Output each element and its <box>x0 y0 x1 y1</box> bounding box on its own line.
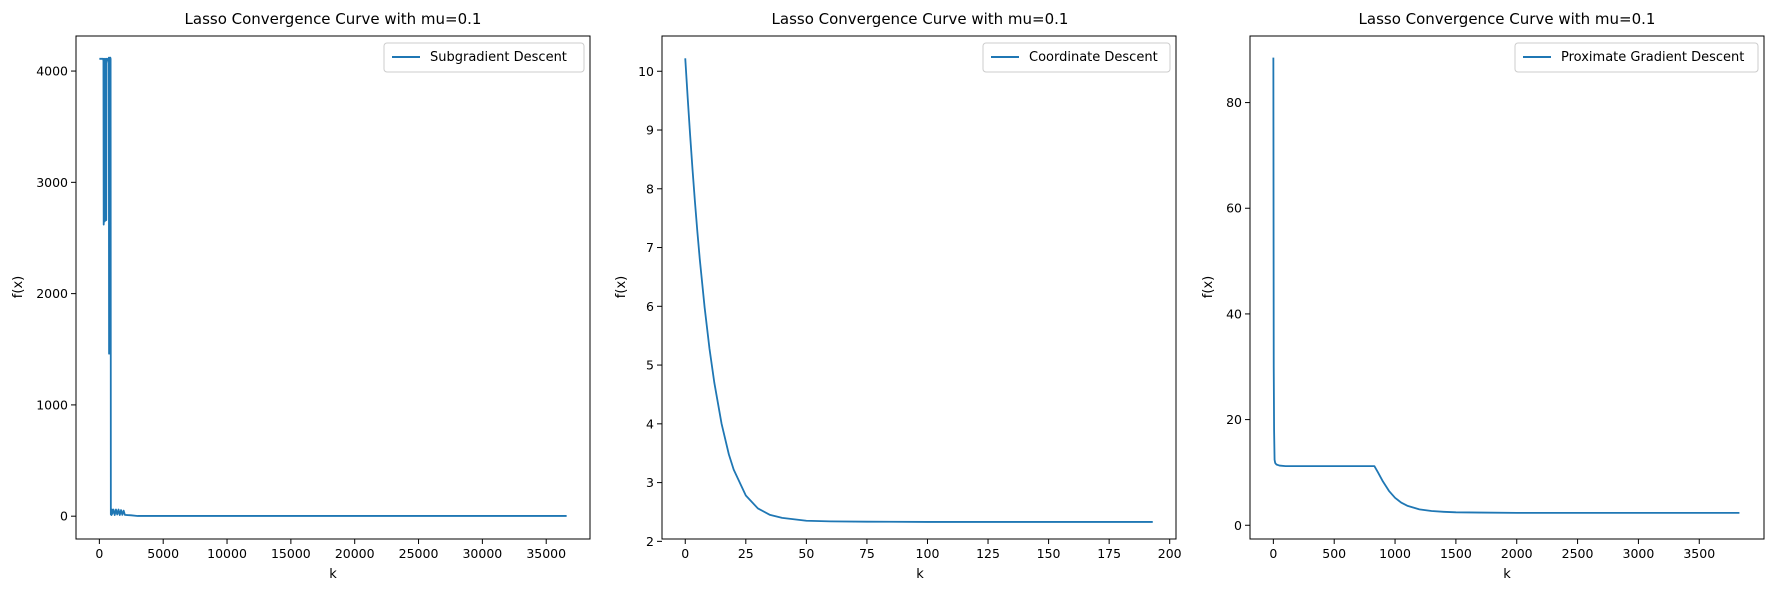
legend-label: Proximate Gradient Descent <box>1561 50 1744 65</box>
x-tick-label: 200 <box>1158 546 1182 561</box>
series-lines <box>1272 57 1740 514</box>
x-tick-label: 175 <box>1097 546 1121 561</box>
y-tick-label: 9 <box>646 123 654 138</box>
y-axis-label: f(x) <box>1201 276 1216 298</box>
chart-title: Lasso Convergence Curve with mu=0.1 <box>185 10 482 28</box>
y-tick-label: 80 <box>1226 95 1242 110</box>
x-axis-label: k <box>1503 567 1511 582</box>
x-tick-label: 20000 <box>335 546 375 561</box>
x-tick-label: 1000 <box>1379 546 1411 561</box>
legend-box <box>1514 42 1759 73</box>
series-lines <box>684 58 1153 523</box>
y-tick-label: 4000 <box>36 64 68 79</box>
legend-label: Coordinate Descent <box>1029 50 1158 65</box>
x-axis: 0 5000 10000 15000 20000 25000 30000 35000 <box>95 539 566 561</box>
series-line <box>99 56 567 517</box>
series-line <box>684 58 1153 523</box>
y-tick-label: 0 <box>60 509 68 524</box>
y-tick-label: 4 <box>646 416 654 431</box>
legend-box <box>982 42 1171 73</box>
legend-box <box>383 42 585 73</box>
series-lines <box>99 56 567 517</box>
x-tick-label: 0 <box>1269 546 1277 561</box>
x-tick-label: 75 <box>859 546 875 561</box>
panel-coordinate: Lasso Convergence Curve with mu=0.1 0 25 5… <box>614 10 1182 582</box>
legend: Subgradient Descent <box>383 42 585 73</box>
chart-title: Lasso Convergence Curve with mu=0.1 <box>772 10 1069 28</box>
chart-title: Lasso Convergence Curve with mu=0.1 <box>1359 10 1656 28</box>
panel-subgradient: Lasso Convergence Curve with mu=0.1 0 500… <box>11 10 591 582</box>
plot-frame <box>661 35 1177 540</box>
legend-label: Subgradient Descent <box>430 50 567 65</box>
y-tick-label: 2000 <box>36 286 68 301</box>
x-tick-label: 125 <box>976 546 1000 561</box>
x-tick-label: 500 <box>1322 546 1346 561</box>
x-tick-label: 2500 <box>1562 546 1594 561</box>
x-tick-label: 100 <box>916 546 940 561</box>
y-axis: 0 20 40 60 80 <box>1226 95 1250 533</box>
x-tick-label: 3000 <box>1623 546 1655 561</box>
y-tick-label: 0 <box>1234 518 1242 533</box>
x-tick-label: 150 <box>1037 546 1061 561</box>
x-axis: 0 25 50 75 100 125 150 175 200 <box>681 539 1182 561</box>
y-tick-label: 60 <box>1226 201 1242 216</box>
y-tick-label: 3000 <box>36 175 68 190</box>
y-tick-label: 40 <box>1226 306 1242 321</box>
x-tick-label: 3500 <box>1683 546 1715 561</box>
x-tick-label: 5000 <box>147 546 179 561</box>
legend: Coordinate Descent <box>982 42 1171 73</box>
y-tick-label: 1000 <box>36 397 68 412</box>
x-tick-label: 25000 <box>399 546 439 561</box>
x-tick-label: 10000 <box>207 546 247 561</box>
y-tick-label: 7 <box>646 240 654 255</box>
y-tick-label: 5 <box>646 358 654 373</box>
y-tick-label: 6 <box>646 299 654 314</box>
x-tick-label: 1500 <box>1440 546 1472 561</box>
x-axis: 0 500 1000 1500 2000 2500 3000 3500 <box>1269 539 1715 561</box>
y-axis-label: f(x) <box>11 276 26 298</box>
y-tick-label: 8 <box>646 181 654 196</box>
x-axis-label: k <box>916 567 924 582</box>
legend: Proximate Gradient Descent <box>1514 42 1759 73</box>
y-axis-label: f(x) <box>614 276 629 298</box>
x-tick-label: 2000 <box>1501 546 1533 561</box>
y-axis: 0 1000 2000 3000 4000 <box>36 64 76 524</box>
y-tick-label: 20 <box>1226 412 1242 427</box>
y-tick-label: 3 <box>646 475 654 490</box>
plot-frame <box>1249 35 1765 540</box>
x-tick-label: 35000 <box>526 546 566 561</box>
plot-frame <box>75 35 591 540</box>
x-tick-label: 50 <box>798 546 814 561</box>
y-axis: 2 3 4 5 6 7 8 9 10 <box>638 64 662 549</box>
x-tick-label: 25 <box>738 546 754 561</box>
x-tick-label: 0 <box>95 546 103 561</box>
x-tick-label: 15000 <box>271 546 311 561</box>
panel-proximal: Lasso Convergence Curve with mu=0.1 0 500… <box>1201 10 1765 582</box>
x-axis-label: k <box>329 567 337 582</box>
x-tick-label: 0 <box>681 546 689 561</box>
y-tick-label: 2 <box>646 534 654 549</box>
y-tick-label: 10 <box>638 64 654 79</box>
series-line <box>1272 57 1740 514</box>
x-tick-label: 30000 <box>462 546 502 561</box>
